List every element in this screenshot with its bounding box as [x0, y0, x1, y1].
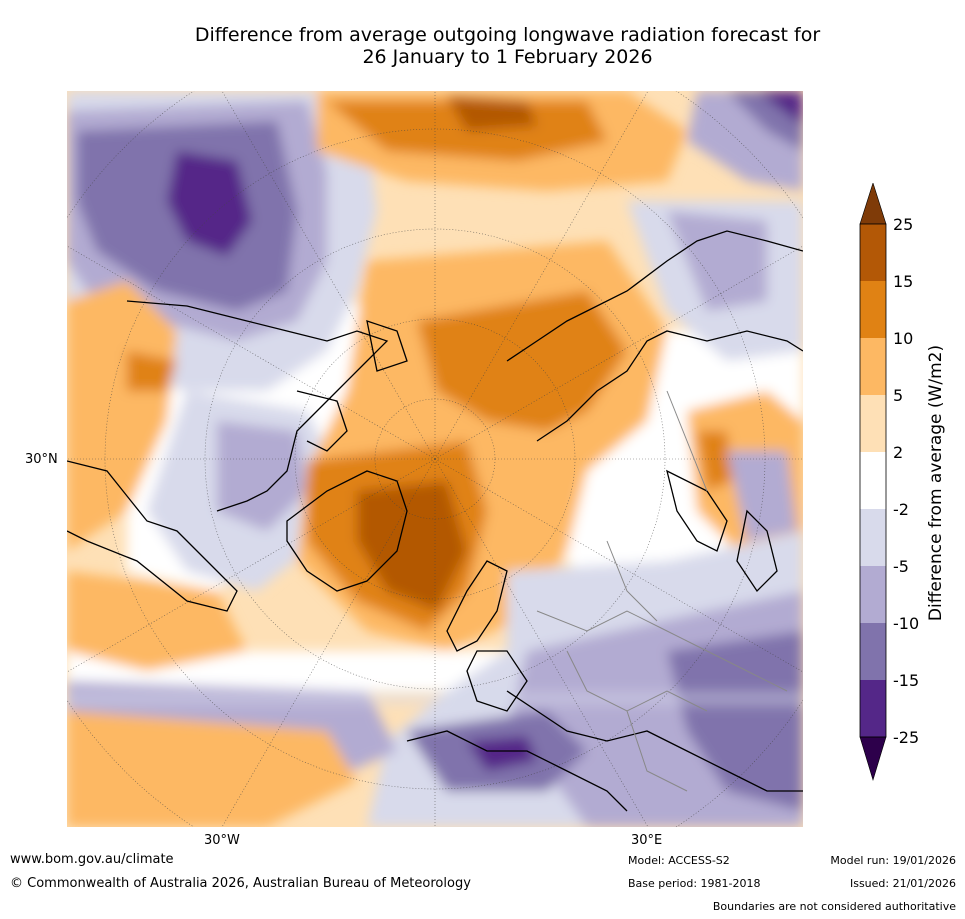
colorbar-band-m5-m10: [860, 566, 886, 623]
footer-website: www.bom.gov.au/climate: [10, 852, 174, 867]
footer-disclaimer: Boundaries are not considered authoritat…: [712, 900, 956, 913]
footer-model-run: Model run: 19/01/2026: [830, 854, 956, 867]
footer-issued: Issued: 21/01/2026: [849, 877, 956, 890]
footer-model: Model: ACCESS-S2: [628, 854, 730, 867]
anomaly-field: [67, 91, 803, 827]
colorbar-tick-2: 2: [893, 443, 904, 462]
colorbar-tick-m5: -5: [893, 557, 909, 576]
colorbar-tick-10: 10: [893, 329, 914, 348]
colorbar-tick-5: 5: [893, 386, 904, 405]
colorbar-band-neutral: [860, 452, 886, 509]
graticule: [67, 91, 803, 827]
colorbar-band-m10-m15: [860, 623, 886, 680]
map-title-line-1: Difference from average outgoing longwav…: [194, 24, 821, 46]
colorbar-tick-m15: -15: [893, 671, 920, 690]
colorbar-band-15-25: [860, 224, 886, 281]
colorbar-over-triangle: [859, 183, 887, 225]
colorbar-tick-15: 15: [893, 272, 914, 291]
lon-label-30w: 30°W: [204, 833, 240, 848]
colorbar-under-triangle: [859, 736, 887, 782]
colorbar-tick-m2: -2: [893, 500, 909, 519]
lon-label-30e: 30°E: [631, 833, 663, 848]
lat-label-30n: 30°N: [25, 452, 58, 467]
country-boundaries: [536, 390, 788, 792]
colorbar-tick-m10: -10: [893, 614, 920, 633]
footer-base-period: Base period: 1981-2018: [628, 877, 761, 890]
colorbar-band-2-5: [860, 395, 886, 452]
map-title-line-2: 26 January to 1 February 2026: [362, 46, 653, 68]
colorbar: [859, 183, 887, 782]
colorbar-band-m2-m5: [860, 509, 886, 566]
colorbar-band-10-15: [860, 281, 886, 338]
colorbar-tick-25: 25: [893, 215, 914, 234]
colorbar-title: Difference from average (W/m2): [926, 344, 946, 622]
footer-copyright: © Commonwealth of Australia 2026, Austra…: [10, 876, 471, 891]
colorbar-band-m15-m25: [860, 680, 886, 737]
coastlines: [67, 230, 803, 812]
colorbar-band-5-10: [860, 338, 886, 395]
olr-anomaly-map: [67, 91, 803, 827]
colorbar-tick-m25: -25: [893, 728, 920, 747]
